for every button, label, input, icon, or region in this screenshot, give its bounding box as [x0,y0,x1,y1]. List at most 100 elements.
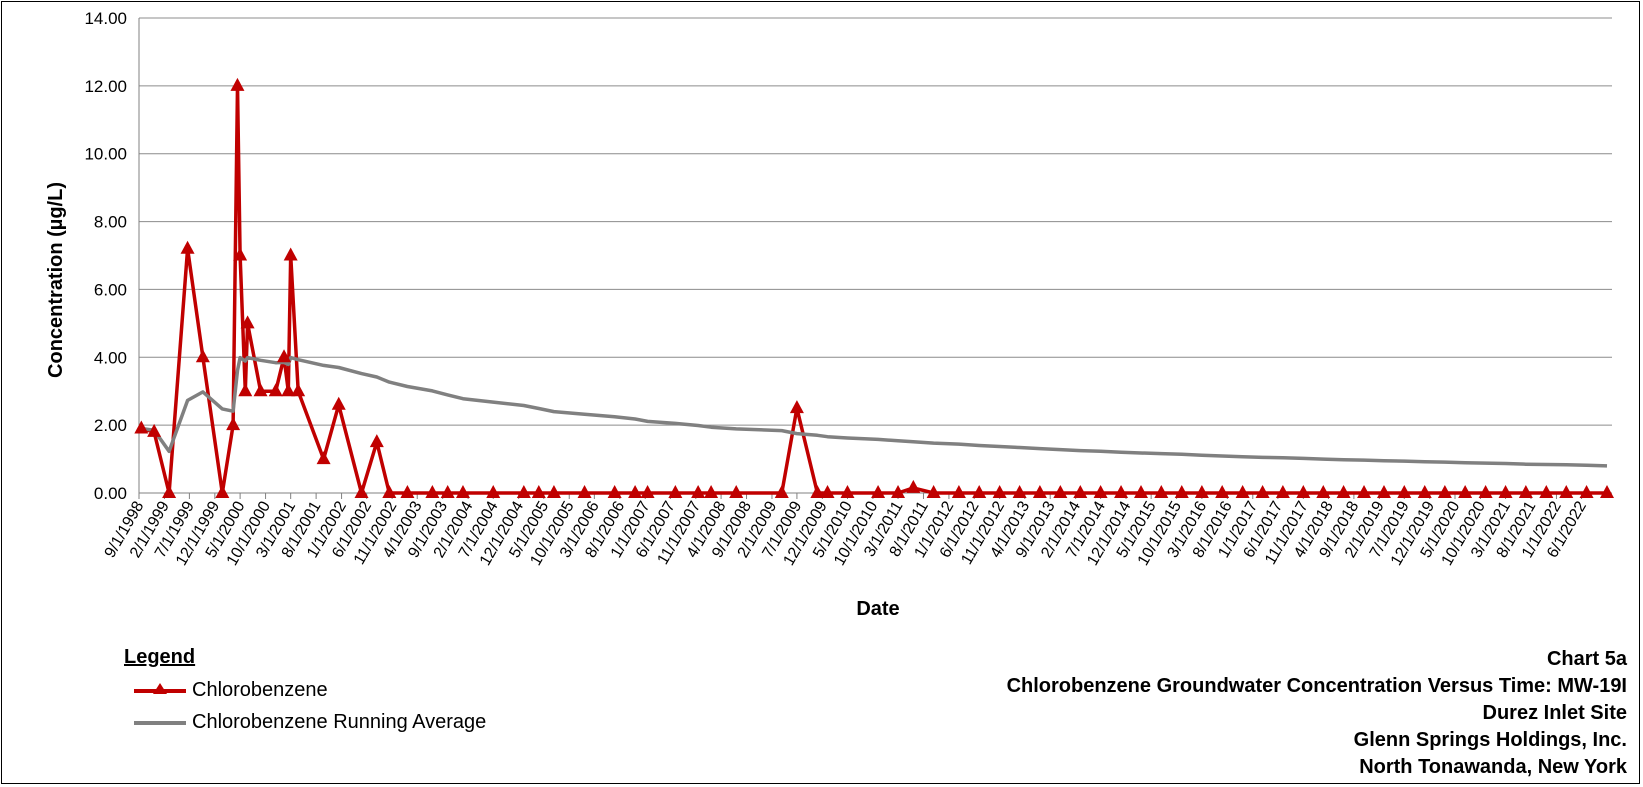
chlorobenzene-data-point [1194,485,1209,498]
location: North Tonawanda, New York [1359,756,1627,778]
chlorobenzene-data-point [1296,485,1311,498]
chlorobenzene-data-point [704,485,719,498]
chlorobenzene-data-point [1316,485,1331,498]
chlorobenzene-data-point [729,485,744,498]
chlorobenzene-data-point [789,400,804,414]
chlorobenzene-data-point [369,434,384,448]
company-name: Glenn Springs Holdings, Inc. [1353,729,1627,751]
chlorobenzene-data-point [1559,485,1574,498]
y-tick-label: 4.00 [94,348,127,367]
y-tick-label: 10.00 [84,145,127,164]
chlorobenzene-data-point [1539,485,1554,498]
chlorobenzene-data-point [1357,485,1372,498]
chlorobenzene-data-point [531,485,546,498]
chlorobenzene-data-point [281,383,296,397]
chlorobenzene-data-point [840,485,855,498]
chlorobenzene-data-point [1397,485,1412,498]
chlorobenzene-data-point [400,485,415,498]
chlorobenzene-data-point [691,485,706,498]
chlorobenzene-data-point [215,485,230,498]
running-average-legend-swatch [134,721,186,725]
chlorobenzene-data-point [891,485,906,498]
chart-title: Chlorobenzene Groundwater Concentration … [1006,675,1627,697]
chlorobenzene-data-point [283,247,298,261]
chlorobenzene-data-point [195,349,210,363]
chlorobenzene-data-point [277,349,292,363]
chlorobenzene-data-point [354,485,369,498]
chlorobenzene-data-point [1235,485,1250,498]
running-average-series-line [141,355,1608,468]
chlorobenzene-data-point [951,485,966,498]
chlorobenzene-data-point [1458,485,1473,498]
chlorobenzene-data-point [1579,485,1594,498]
chlorobenzene-data-point [1114,485,1129,498]
x-tick-labels: 9/1/19982/1/19997/1/199912/1/19995/1/200… [102,498,1590,568]
series-markers [134,77,1615,498]
chlorobenzene-data-point [820,485,835,498]
chlorobenzene-data-point [382,485,397,498]
chlorobenzene-data-point [455,485,470,498]
y-tick-label: 2.00 [94,416,127,435]
chlorobenzene-data-point [331,396,346,410]
chlorobenzene-data-point [1032,485,1047,498]
chlorobenzene-data-point [291,383,306,397]
chlorobenzene-data-point [926,485,941,498]
site-name: Durez Inlet Site [1482,702,1627,724]
chlorobenzene-data-point [1154,485,1169,498]
chlorobenzene-data-point [1255,485,1270,498]
chlorobenzene-data-point [774,485,789,498]
legend-label: Chlorobenzene [192,678,328,701]
chlorobenzene-data-point [1478,485,1493,498]
chlorobenzene-data-point [1376,485,1391,498]
chlorobenzene-data-point [316,451,331,465]
chlorobenzene-data-point [810,485,825,498]
legend-item-running-average: Chlorobenzene Running Average [132,710,486,734]
chlorobenzene-data-point [1093,485,1108,498]
y-tick-labels: 0.00 2.00 4.00 6.00 8.00 10.00 12.00 14.00 [84,9,127,503]
chlorobenzene-data-point [992,485,1007,498]
gridlines [138,17,1612,499]
chlorobenzene-data-point [516,485,531,498]
chlorobenzene-data-point [1073,485,1088,498]
chlorobenzene-data-point [1518,485,1533,498]
x-axis-title: Date [856,598,899,620]
chlorobenzene-data-point [233,247,248,261]
chlorobenzene-data-point [1600,485,1615,498]
chlorobenzene-data-point [162,485,177,498]
chlorobenzene-data-point [425,485,440,498]
chlorobenzene-data-point [1134,485,1149,498]
legend-title: Legend [124,646,196,668]
chlorobenzene-data-point [1053,485,1068,498]
chlorobenzene-data-point [1174,485,1189,498]
chart-number: Chart 5a [1546,648,1627,670]
chlorobenzene-data-point [577,485,592,498]
chlorobenzene-data-point [546,485,561,498]
y-tick-label: 0.00 [94,484,127,503]
legend-label: Chlorobenzene Running Average [192,710,487,733]
chlorobenzene-data-point [668,485,683,498]
y-axis-title: Concentration (µg/L) [45,182,67,378]
chlorobenzene-data-point [1336,485,1351,498]
chart-info-block: Chart 5a Chlorobenzene Groundwater Conce… [1007,646,1627,781]
chlorobenzene-data-point [268,383,283,397]
y-tick-label: 14.00 [84,9,127,28]
chlorobenzene-data-point [253,383,268,397]
chlorobenzene-data-point [147,423,162,437]
y-tick-label: 8.00 [94,213,127,232]
chlorobenzene-data-point [1012,485,1027,498]
chlorobenzene-data-point [134,420,149,434]
chlorobenzene-data-point [440,485,455,498]
chlorobenzene-data-point [1498,485,1513,498]
chlorobenzene-data-point [906,479,921,493]
chlorobenzene-data-point [972,485,987,498]
chlorobenzene-data-point [1215,485,1230,498]
legend-item-chlorobenzene: Chlorobenzene [132,678,328,702]
y-tick-label: 6.00 [94,280,127,299]
chlorobenzene-data-point [628,485,643,498]
chlorobenzene-data-point [640,485,655,498]
chlorobenzene-data-point [238,383,253,397]
chlorobenzene-data-point [226,417,241,431]
chlorobenzene-legend-swatch [134,683,186,694]
chlorobenzene-data-point [1417,485,1432,498]
